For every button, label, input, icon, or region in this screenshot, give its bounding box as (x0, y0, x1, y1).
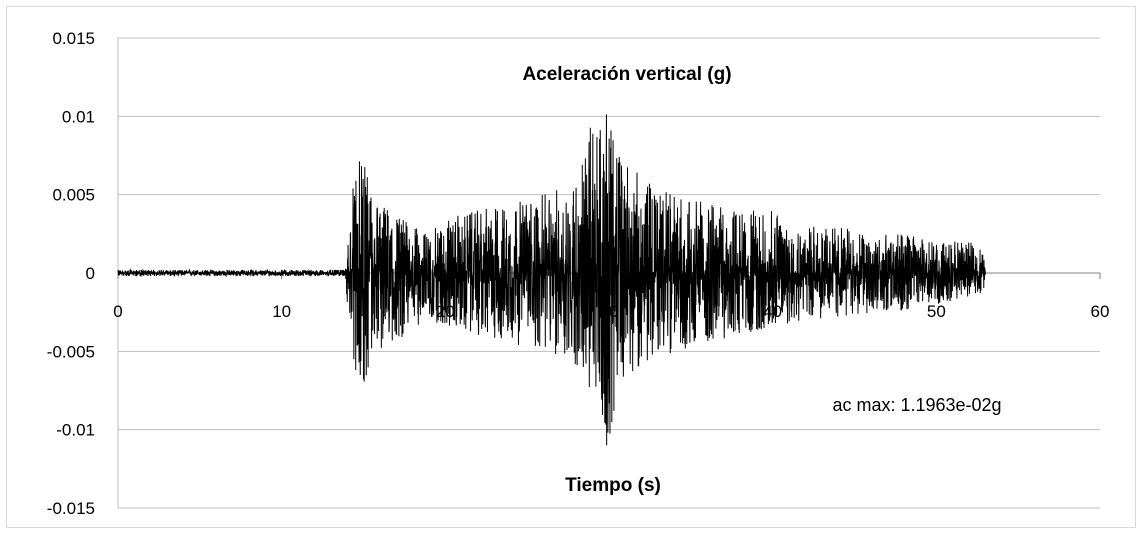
y-tick-label: -0.015 (47, 499, 95, 518)
y-tick-label: 0.015 (52, 29, 95, 48)
y-tick-label: -0.005 (47, 342, 95, 361)
x-axis-label: Tiempo (s) (565, 475, 661, 496)
x-tick-label: 60 (1091, 302, 1110, 321)
y-tick-labels: 0.015 0.01 0.005 0 -0.005 -0.01 -0.015 (47, 29, 95, 518)
chart-title: Aceleración vertical (g) (522, 64, 731, 85)
y-tick-label: -0.01 (56, 421, 95, 440)
y-tick-label: 0.005 (52, 186, 95, 205)
x-tick-label: 0 (113, 302, 122, 321)
y-tick-label: 0.01 (62, 107, 95, 126)
x-tick-label: 50 (927, 302, 946, 321)
max-acceleration-annotation: ac max: 1.1963e-02g (832, 395, 1001, 415)
y-tick-label: 0 (86, 264, 95, 283)
x-tick-label: 10 (272, 302, 291, 321)
